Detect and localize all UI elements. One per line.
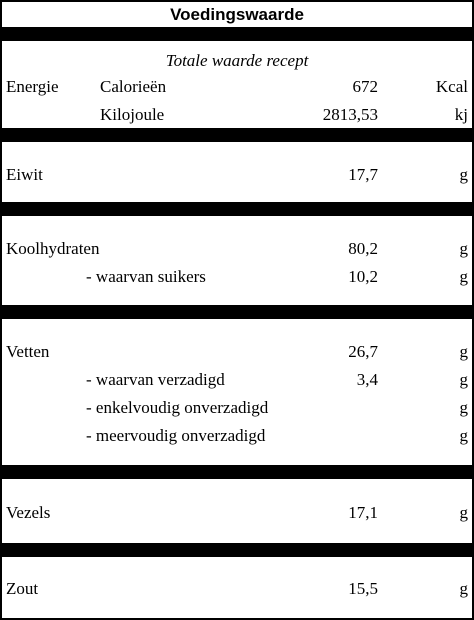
row-label: Zout <box>6 579 39 598</box>
divider <box>2 543 472 557</box>
divider <box>2 465 472 479</box>
value: 3,4 <box>356 370 378 389</box>
unit: g <box>459 239 469 258</box>
divider <box>2 202 472 216</box>
row-label: Eiwit <box>6 165 43 184</box>
value: 10,2 <box>348 267 378 286</box>
value: 17,1 <box>348 503 378 522</box>
unit: g <box>459 342 469 361</box>
unit: g <box>459 165 469 184</box>
row-label: Vetten <box>6 342 50 361</box>
sub-label: - enkelvoudig onverzadigd <box>86 398 269 417</box>
sub-label: - waarvan suikers <box>86 267 206 286</box>
unit: Kcal <box>435 77 468 96</box>
sub-label: - meervoudig onverzadigd <box>86 426 266 445</box>
row-label: Koolhydraten <box>6 239 100 258</box>
sub-label: Kilojoule <box>100 105 165 124</box>
unit: g <box>459 370 469 389</box>
value: 2813,53 <box>322 105 378 124</box>
value: 672 <box>352 77 379 96</box>
value: 17,7 <box>348 165 378 184</box>
unit: kj <box>454 105 468 124</box>
row-label: Vezels <box>6 503 51 522</box>
divider <box>2 305 472 319</box>
value: 80,2 <box>348 239 378 258</box>
value: 26,7 <box>348 342 378 361</box>
unit: g <box>459 398 469 417</box>
title: Voedingswaarde <box>170 5 304 24</box>
value: 15,5 <box>348 579 378 598</box>
row-label: Energie <box>6 77 59 96</box>
unit: g <box>459 267 469 286</box>
divider <box>2 27 472 41</box>
sub-label: - waarvan verzadigd <box>86 370 225 389</box>
unit: g <box>459 579 469 598</box>
sub-label: Calorieën <box>100 77 167 96</box>
divider <box>2 128 472 142</box>
subtitle: Totale waarde recept <box>165 51 309 70</box>
unit: g <box>459 426 469 445</box>
unit: g <box>459 503 469 522</box>
